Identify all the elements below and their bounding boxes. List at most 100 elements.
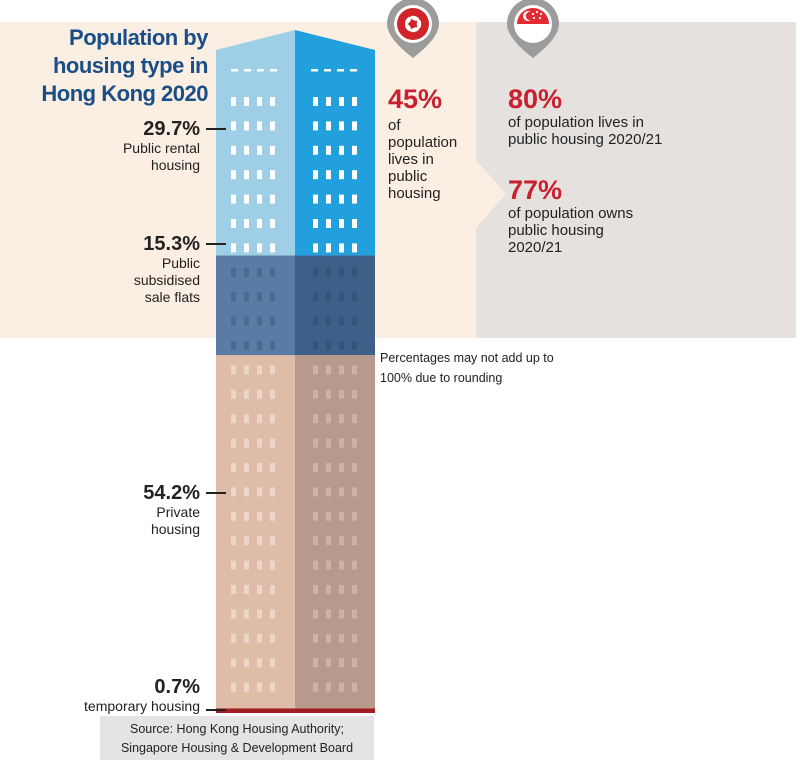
window xyxy=(257,438,262,448)
tower-roof-left xyxy=(216,30,295,62)
window xyxy=(352,536,357,546)
window xyxy=(339,536,344,546)
window xyxy=(231,463,236,472)
window xyxy=(270,121,275,131)
singapore-stat2-value: 77% xyxy=(508,175,563,205)
window xyxy=(257,658,262,668)
hong-kong-stat-text: of population lives in public housing xyxy=(388,117,458,202)
window xyxy=(231,609,236,619)
value-subsidised: 15.3% xyxy=(143,233,200,255)
window xyxy=(313,609,318,619)
singapore-stat1-text: of population lives in public housing 20… xyxy=(508,114,663,148)
window xyxy=(270,389,275,399)
window xyxy=(270,194,275,204)
window xyxy=(313,267,318,277)
window xyxy=(244,609,249,619)
window xyxy=(339,243,344,253)
singapore-stat-2: 77% of population owns public housing 20… xyxy=(508,175,688,256)
rounding-note: Percentages may not add up to 100% due t… xyxy=(380,351,554,385)
window xyxy=(257,194,262,204)
window xyxy=(231,633,236,643)
window xyxy=(326,658,331,668)
chart-title: Population by housing type in Hong Kong … xyxy=(41,25,208,106)
singapore-flag-bottom xyxy=(517,24,549,40)
window xyxy=(244,97,249,106)
window xyxy=(231,536,236,546)
window xyxy=(326,341,331,350)
label-public-rental: 29.7% Public rental housing xyxy=(102,118,200,174)
window xyxy=(244,682,249,692)
window xyxy=(352,316,357,326)
window xyxy=(244,633,249,643)
window xyxy=(326,414,331,424)
roof-dash xyxy=(350,69,357,72)
window xyxy=(352,145,357,155)
source-note: Source: Hong Kong Housing Authority; Sin… xyxy=(100,716,374,760)
window xyxy=(257,560,262,570)
window xyxy=(326,463,331,472)
window xyxy=(257,365,262,375)
window xyxy=(339,560,344,570)
bauhinia-petal xyxy=(410,27,420,33)
roof-dash xyxy=(231,69,238,72)
window xyxy=(313,194,318,204)
window xyxy=(231,341,236,350)
window xyxy=(244,292,249,302)
window xyxy=(352,585,357,594)
window xyxy=(313,511,318,521)
window xyxy=(339,145,344,155)
window xyxy=(352,389,357,399)
window xyxy=(231,194,236,204)
window xyxy=(257,243,262,253)
window xyxy=(231,170,236,180)
window xyxy=(313,560,318,570)
window xyxy=(352,243,357,253)
bauhinia-petal xyxy=(410,15,420,21)
segment-public-rental-left xyxy=(216,62,295,256)
window xyxy=(313,633,318,643)
window xyxy=(339,267,344,277)
window xyxy=(313,219,318,228)
window xyxy=(270,243,275,253)
window xyxy=(257,536,262,546)
hong-kong-stat: 45% of population lives in public housin… xyxy=(388,84,478,202)
window xyxy=(231,389,236,399)
window xyxy=(244,414,249,424)
window xyxy=(326,633,331,643)
bauhinia-petal xyxy=(404,16,412,25)
window xyxy=(270,145,275,155)
window xyxy=(257,316,262,326)
window xyxy=(352,267,357,277)
window xyxy=(326,170,331,180)
window xyxy=(257,121,262,131)
window xyxy=(339,389,344,399)
window xyxy=(270,292,275,302)
window xyxy=(244,341,249,350)
window xyxy=(313,316,318,326)
window xyxy=(231,292,236,302)
window xyxy=(352,121,357,131)
window xyxy=(352,365,357,375)
window xyxy=(244,170,249,180)
window xyxy=(270,414,275,424)
window xyxy=(244,585,249,594)
leader-subsidised xyxy=(206,243,226,245)
window xyxy=(257,414,262,424)
window xyxy=(339,97,344,106)
window xyxy=(339,341,344,350)
segment-subsidised-right xyxy=(295,255,375,356)
window xyxy=(326,585,331,594)
window xyxy=(244,365,249,375)
window xyxy=(326,243,331,253)
window xyxy=(270,267,275,277)
window xyxy=(231,121,236,131)
window xyxy=(231,97,236,106)
label-subsidised: 15.3% Public subsidised sale flats xyxy=(126,233,200,306)
window xyxy=(313,170,318,180)
window xyxy=(270,219,275,228)
window xyxy=(339,511,344,521)
window xyxy=(270,97,275,106)
window xyxy=(339,121,344,131)
window xyxy=(270,316,275,326)
window xyxy=(326,97,331,106)
